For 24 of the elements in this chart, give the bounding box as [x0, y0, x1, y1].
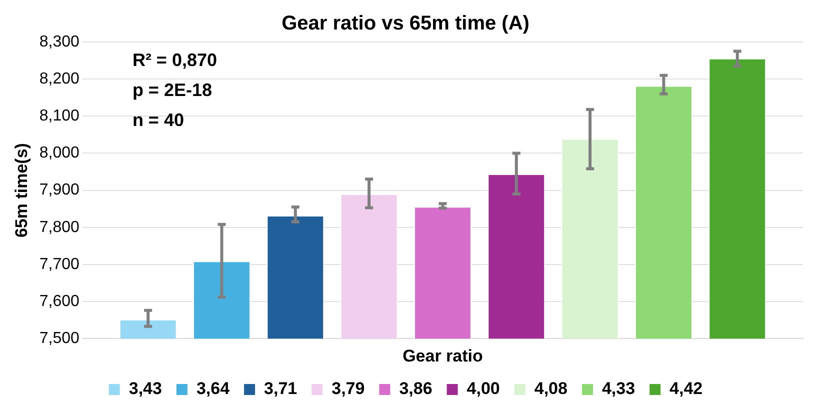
y-tick-label: 7,600: [39, 292, 80, 310]
y-tick-label: 7,500: [39, 330, 80, 348]
annotation: n = 40: [132, 110, 184, 130]
y-tick-label: 7,800: [39, 218, 80, 236]
annotation: p = 2E-18: [132, 80, 212, 100]
legend-label: 3,79: [332, 379, 365, 398]
y-tick-label: 8,000: [39, 144, 80, 162]
y-tick-label: 8,200: [39, 70, 80, 88]
legend-label: 4,08: [534, 379, 568, 398]
legend-label: 3,86: [399, 379, 432, 398]
y-tick-label: 8,300: [39, 33, 80, 50]
x-axis-title: Gear ratio: [402, 346, 483, 366]
y-axis-title: 65m time(s): [12, 143, 31, 238]
chart-title: Gear ratio vs 65m time (A): [282, 12, 530, 35]
legend-label: 4,00: [466, 379, 500, 398]
legend-label: 4,33: [602, 379, 636, 398]
legend-label: 3,64: [196, 379, 230, 398]
y-tick-label: 7,900: [39, 182, 80, 199]
annotation: R² = 0,870: [132, 50, 217, 70]
legend-label: 3,43: [128, 379, 162, 398]
legend-label: 3,71: [264, 379, 298, 398]
y-tick-label: 7,700: [39, 256, 80, 273]
legend-label: 4,42: [670, 379, 703, 398]
y-tick-label: 8,100: [39, 108, 80, 125]
